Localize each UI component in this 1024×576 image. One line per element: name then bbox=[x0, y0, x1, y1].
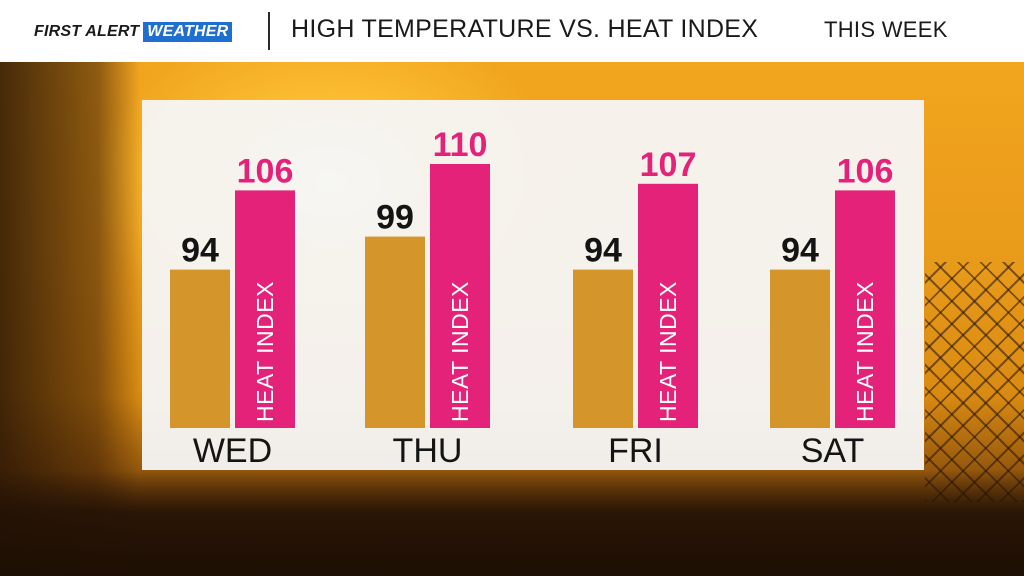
heat-index-value-label: 106 bbox=[237, 152, 294, 190]
heat-index-bar-label: HEAT INDEX bbox=[655, 281, 681, 422]
day-label-thu: THU bbox=[393, 432, 463, 470]
first-alert-weather-logo: FIRST ALERT WEATHER bbox=[34, 21, 233, 43]
page-title: HIGH TEMPERATURE VS. HEAT INDEX bbox=[291, 15, 759, 43]
heat-index-bar-thu bbox=[430, 164, 490, 428]
day-label-wed: WED bbox=[193, 432, 272, 470]
background-ground bbox=[0, 470, 1024, 576]
heat-index-bar-wed bbox=[235, 190, 295, 428]
temp-bar-fri bbox=[573, 269, 633, 428]
temp-value-label: 99 bbox=[376, 199, 414, 237]
temp-bar-wed bbox=[170, 269, 230, 428]
temp-bar-thu bbox=[365, 236, 425, 428]
heat-index-value-label: 106 bbox=[837, 152, 894, 190]
background-fence bbox=[925, 262, 1024, 502]
logo-weather: WEATHER bbox=[143, 22, 233, 42]
temp-value-label: 94 bbox=[181, 232, 219, 270]
heat-index-bar-label: HEAT INDEX bbox=[852, 281, 878, 422]
temp-value-label: 94 bbox=[584, 232, 622, 270]
heat-index-bar-fri bbox=[638, 183, 698, 428]
heat-index-value-label: 107 bbox=[640, 146, 697, 184]
heat-index-value-label: 110 bbox=[433, 126, 488, 164]
logo-first: FIRST bbox=[34, 23, 82, 40]
temp-value-label: 94 bbox=[781, 232, 819, 270]
day-label-fri: FRI bbox=[608, 432, 663, 470]
header-bar: FIRST ALERT WEATHER HIGH TEMPERATURE VS.… bbox=[0, 0, 1024, 62]
temp-bar-sat bbox=[770, 269, 830, 428]
heat-index-bar-sat bbox=[835, 190, 895, 428]
logo-alert: ALERT bbox=[85, 23, 140, 40]
heat-index-bar-label: HEAT INDEX bbox=[447, 281, 473, 422]
day-label-sat: SAT bbox=[801, 432, 865, 470]
header-divider bbox=[268, 12, 270, 50]
page-subtitle: THIS WEEK bbox=[824, 17, 948, 42]
heat-index-bar-label: HEAT INDEX bbox=[252, 281, 278, 422]
bar-chart: HEAT INDEX 94 106 WED HEAT INDEX 99 110 THU HEAT… bbox=[170, 126, 895, 470]
chart-panel: HEAT INDEX 94 106 WED HEAT INDEX 99 110 THU HEAT… bbox=[142, 100, 924, 470]
